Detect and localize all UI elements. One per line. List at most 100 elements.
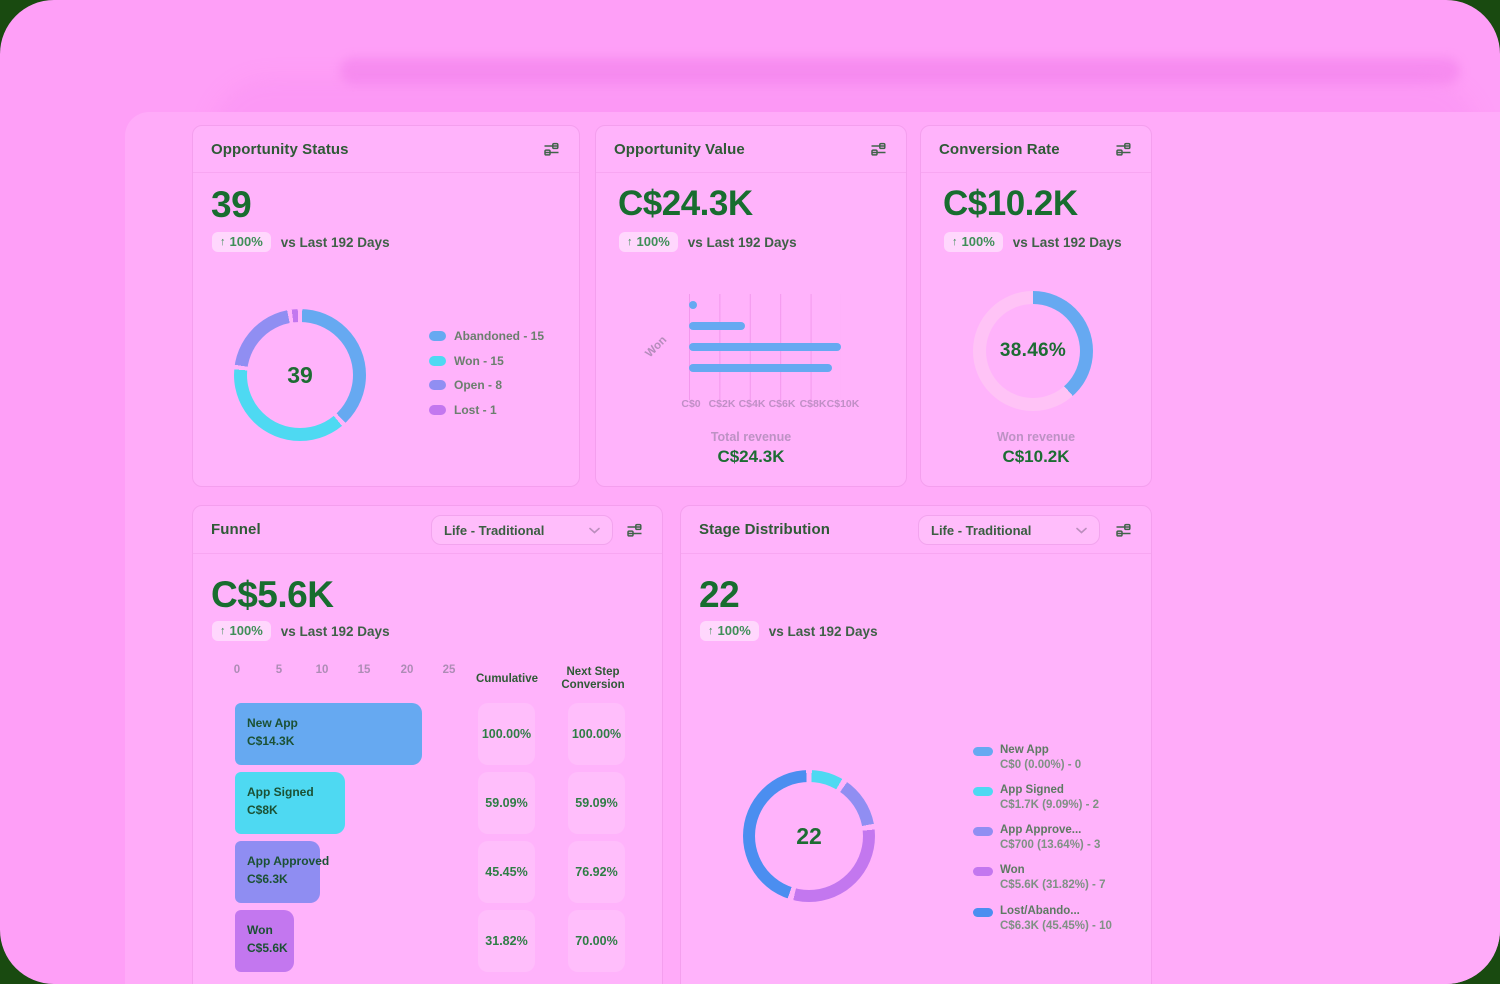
dropdown-value: Life - Traditional xyxy=(931,522,1032,538)
funnel-bar[interactable]: App Signed C$8K xyxy=(235,772,346,834)
legend-label: Won xyxy=(1000,864,1025,876)
change-badge: ↑ 100% xyxy=(212,621,271,642)
funnel-bar[interactable]: App Approved C$6.3K xyxy=(235,841,329,903)
gauge-hole: 38.46% xyxy=(986,304,1080,398)
legend-detail: C$6.3K (45.45%) - 10 xyxy=(1000,920,1112,932)
compare-icon[interactable] xyxy=(1113,522,1133,538)
footer-label: Won revenue xyxy=(996,430,1076,444)
compare-period-label: vs Last 192 Days xyxy=(280,234,390,250)
compare-icon[interactable] xyxy=(624,522,644,538)
funnel-row: Won C$5.6K 31.82% 70.00% xyxy=(193,910,662,972)
legend-label: Abandoned - 15 xyxy=(454,329,545,343)
legend-swatch xyxy=(973,827,993,836)
change-row: ↑ 100% vs Last 192 Days xyxy=(700,621,878,642)
change-badge: ↑ 100% xyxy=(212,232,271,253)
bar xyxy=(689,301,697,309)
bar xyxy=(689,322,746,330)
x-tick: C$4K xyxy=(738,398,766,410)
legend-swatch xyxy=(429,380,446,390)
revenue-bar-chart xyxy=(689,294,841,400)
change-badge: ↑ 100% xyxy=(700,621,759,642)
gauge-value: 38.46% xyxy=(999,340,1067,361)
legend-detail: C$5.6K (31.82%) - 7 xyxy=(1000,879,1106,891)
card-header: Opportunity Value xyxy=(596,126,906,173)
cumulative-value: 100.00% xyxy=(481,727,532,741)
funnel-stage-amount: C$14.3K xyxy=(247,734,295,748)
funnel-filter-dropdown[interactable]: Life - Traditional xyxy=(431,515,613,545)
change-percent: 100% xyxy=(717,623,751,638)
kpi-value: C$10.2K xyxy=(943,184,1078,223)
card-header: Funnel xyxy=(193,506,662,554)
change-badge: ↑ 100% xyxy=(944,232,1003,253)
next-step-cell: 76.92% xyxy=(568,841,625,903)
compare-icon[interactable] xyxy=(868,141,888,157)
legend-item[interactable]: Won - 15 xyxy=(429,354,544,368)
card-title: Conversion Rate xyxy=(939,140,1060,158)
next-step-cell: 100.00% xyxy=(568,703,625,765)
cumulative-cell: 59.09% xyxy=(478,772,535,834)
change-percent: 100% xyxy=(229,623,263,638)
legend-item[interactable]: Abandoned - 15 xyxy=(429,329,544,343)
card-opportunity-value: Opportunity Value C$24.3K ↑ 100% vs Last … xyxy=(595,125,907,487)
card-title: Opportunity Value xyxy=(614,140,745,158)
change-row: ↑ 100% vs Last 192 Days xyxy=(212,232,390,253)
legend-item[interactable]: Open - 8 xyxy=(429,378,544,392)
card-title: Funnel xyxy=(211,521,261,538)
change-percent: 100% xyxy=(229,234,263,249)
card-title: Opportunity Status xyxy=(211,140,349,158)
funnel-row: App Approved C$6.3K 45.45% 76.92% xyxy=(193,841,662,903)
legend-swatch xyxy=(429,404,446,415)
arrow-up-icon: ↑ xyxy=(708,625,714,638)
status-donut-chart: 39 xyxy=(234,309,366,441)
dropdown-value: Life - Traditional xyxy=(444,522,545,538)
kpi-value: 22 xyxy=(699,574,740,615)
donut-hole: 39 xyxy=(247,322,353,428)
legend-label: New App xyxy=(1000,744,1049,756)
cumulative-value: 45.45% xyxy=(485,865,528,879)
status-legend: Abandoned - 15 Won - 15 Open - 8 Lost - … xyxy=(429,329,544,417)
compare-period-label: vs Last 192 Days xyxy=(687,234,797,250)
legend-swatch xyxy=(973,747,993,756)
donut-hole: 22 xyxy=(755,782,863,890)
funnel-stage-label: New App xyxy=(247,716,298,730)
legend-swatch xyxy=(973,867,993,876)
x-tick: C$0 xyxy=(681,398,701,410)
stage-filter-dropdown[interactable]: Life - Traditional xyxy=(918,515,1100,545)
compare-icon[interactable] xyxy=(1113,141,1133,157)
legend-detail: C$0 (0.00%) - 0 xyxy=(1000,759,1082,771)
legend-label: Lost - 1 xyxy=(454,402,497,417)
card-header: Stage Distribution xyxy=(681,506,1151,554)
column-header-next-step: Next Step Conversion xyxy=(561,666,625,691)
card-opportunity-status: Opportunity Status 39 ↑ 100% vs Last 192 … xyxy=(192,125,580,487)
compare-icon[interactable] xyxy=(541,141,561,157)
funnel-stage-label: App Signed xyxy=(247,785,314,799)
card-header: Opportunity Status xyxy=(193,126,579,173)
funnel-bar[interactable]: New App C$14.3K xyxy=(235,703,422,765)
funnel-bar[interactable]: Won C$5.6K xyxy=(235,910,295,972)
footer-value: C$24.3K xyxy=(717,447,785,466)
kpi-value: C$5.6K xyxy=(211,574,334,615)
compare-period-label: vs Last 192 Days xyxy=(280,623,390,639)
x-tick: C$2K xyxy=(708,398,736,410)
next-step-cell: 59.09% xyxy=(568,772,625,834)
legend-swatch xyxy=(429,355,446,366)
funnel-stage-amount: C$6.3K xyxy=(247,872,288,886)
change-row: ↑ 100% vs Last 192 Days xyxy=(944,232,1122,253)
funnel-row: App Signed C$8K 59.09% 59.09% xyxy=(193,772,662,834)
funnel-stage-amount: C$8K xyxy=(247,803,278,817)
card-funnel: Funnel Life - Traditional C$5.6K ↑ 100% v… xyxy=(192,505,663,984)
legend-swatch xyxy=(429,331,446,341)
next-step-value: 70.00% xyxy=(575,934,618,948)
axis-tick: 0 xyxy=(233,664,241,676)
chevron-down-icon xyxy=(1076,527,1087,534)
footer-label: Total revenue xyxy=(710,430,792,444)
card-title: Stage Distribution xyxy=(699,521,830,538)
next-step-cell: 70.00% xyxy=(568,910,625,972)
legend-label: App Signed xyxy=(1000,784,1064,796)
legend-detail: C$700 (13.64%) - 3 xyxy=(1000,839,1101,851)
change-row: ↑ 100% vs Last 192 Days xyxy=(212,621,390,642)
arrow-up-icon: ↑ xyxy=(952,236,958,249)
x-tick: C$10K xyxy=(826,398,860,410)
axis-tick: 10 xyxy=(315,664,329,676)
legend-item[interactable]: Lost - 1 xyxy=(429,403,544,417)
